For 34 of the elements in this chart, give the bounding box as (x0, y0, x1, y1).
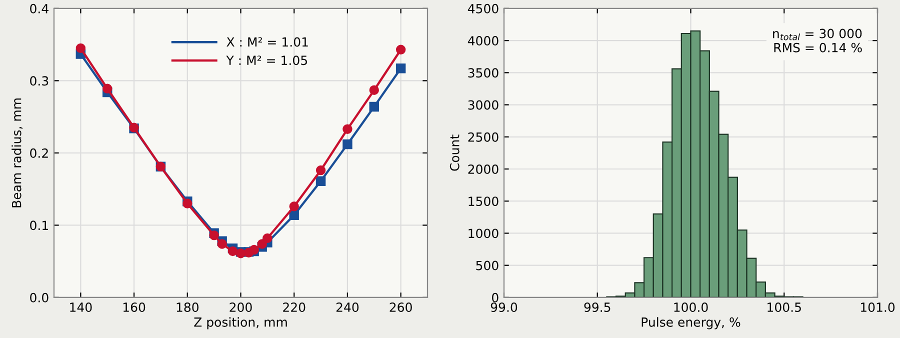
y-tick-label: 3000 (468, 100, 498, 110)
legend-label: Y : M² = 1.05 (226, 56, 307, 66)
x-tick-label: 100.5 (768, 302, 801, 312)
x-tick-label: 160 (123, 302, 146, 312)
y-axis-title: Beam radius, mm (12, 98, 23, 208)
x-tick-label: 240 (336, 302, 359, 312)
x-tick-label: 220 (283, 302, 306, 312)
x-tick-label: 180 (176, 302, 198, 312)
y-tick-label: 1500 (468, 196, 498, 206)
x-tick-label: 99.5 (584, 302, 610, 312)
x-tick-label: 99.0 (490, 302, 518, 312)
y-tick-label: 4500 (468, 4, 498, 14)
y-tick-label: 0 (492, 292, 498, 302)
x-tick-label: 140 (70, 302, 92, 312)
y-tick-label: 0.0 (30, 292, 48, 302)
y-tick-label: 0.1 (30, 220, 48, 230)
x-axis-title: Pulse energy, % (642, 317, 740, 330)
y-tick-label: 3500 (468, 68, 498, 78)
legend-label: X : M² = 1.01 (226, 37, 308, 47)
x-tick-label: 200 (230, 302, 252, 312)
x-tick-label: 260 (390, 302, 412, 312)
y-tick-label: 0.2 (30, 148, 48, 158)
y-tick-label: 4000 (468, 36, 498, 46)
x-axis-title: Z position, mm (194, 317, 287, 330)
x-tick-label: 100.0 (674, 302, 708, 312)
y-axis-title: Count (450, 134, 460, 171)
y-tick-label: 2500 (468, 132, 498, 142)
x-tick-label: 101.0 (860, 302, 895, 312)
annotation: n$_{total}$ = 30 000 RMS = 0.14 % (773, 28, 862, 52)
y-tick-label: 0.4 (30, 4, 48, 14)
y-tick-label: 2000 (468, 164, 498, 174)
y-tick-label: 0.3 (30, 76, 48, 86)
y-tick-label: 1000 (468, 228, 498, 238)
y-tick-label: 500 (476, 260, 498, 270)
